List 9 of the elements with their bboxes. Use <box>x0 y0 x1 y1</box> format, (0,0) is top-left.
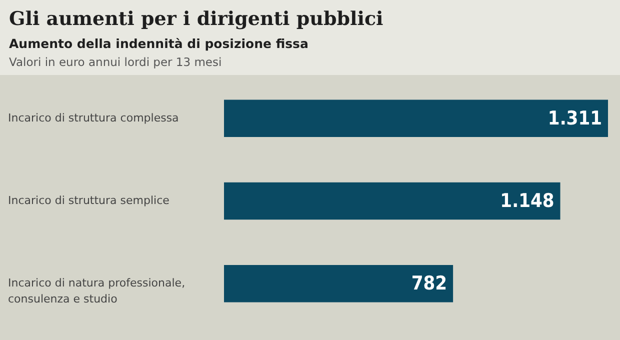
data-label: 782 <box>411 272 448 295</box>
chart-title: Gli aumenti per i dirigenti pubblici <box>9 8 384 30</box>
chart-subtitle: Aumento della indennità di posizione fissa <box>9 36 310 51</box>
data-label: 1.148 <box>500 190 554 212</box>
y-tick-label: Incarico di natura professionale, consulenza e studio <box>8 276 186 306</box>
data-label: 1.311 <box>548 107 602 130</box>
y-tick-label: Incarico di struttura complessa <box>8 111 179 124</box>
text: Valori in euro annui lordi per 13 mesi <box>9 55 223 69</box>
y-tick-label: Incarico di struttura semplice <box>8 194 170 207</box>
